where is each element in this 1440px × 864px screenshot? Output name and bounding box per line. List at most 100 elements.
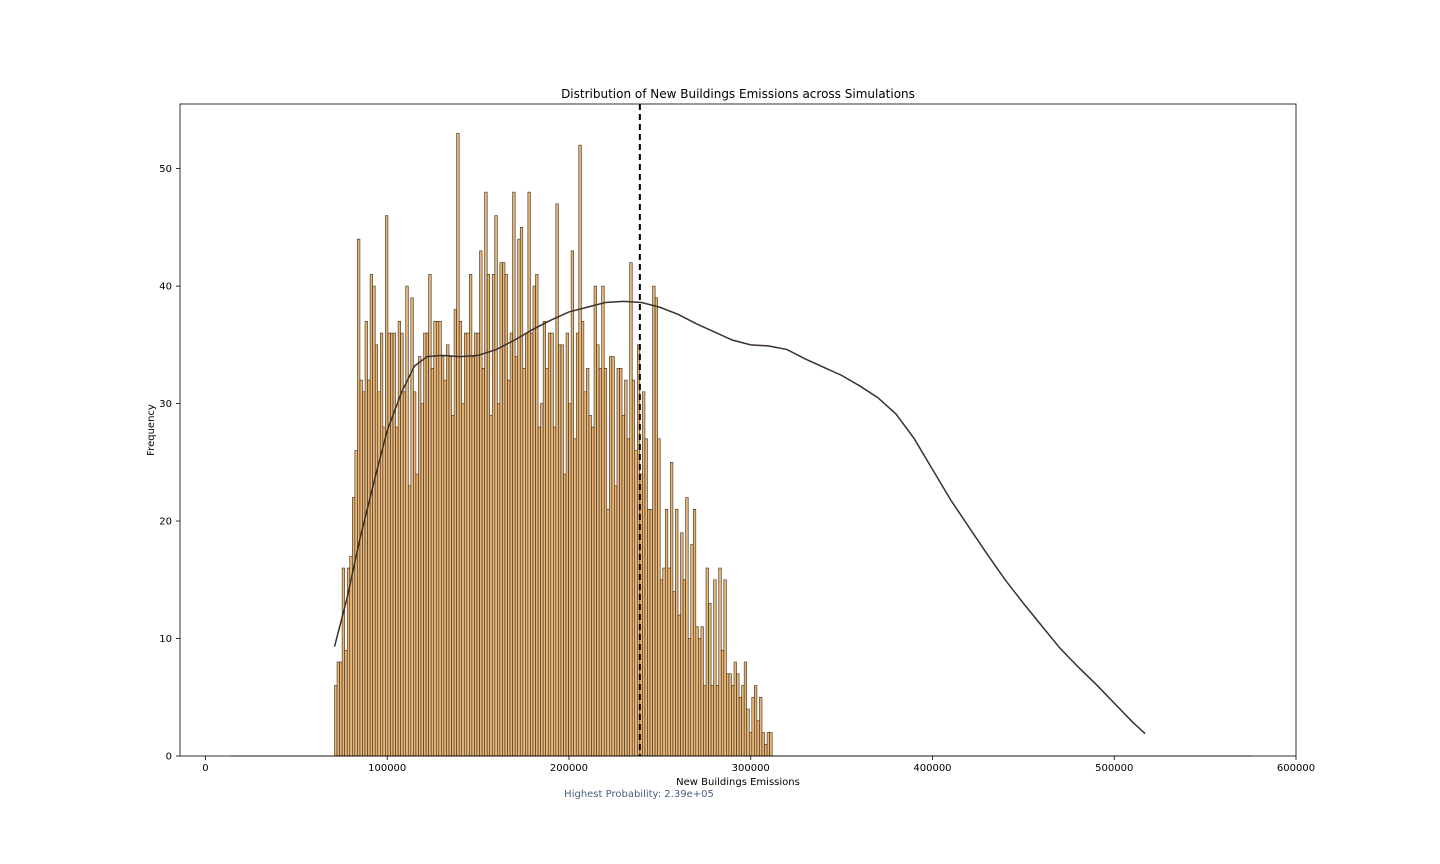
histogram-bar bbox=[649, 508, 653, 757]
histogram-bar bbox=[364, 321, 368, 757]
histogram-bar bbox=[642, 391, 646, 757]
histogram-bar bbox=[379, 332, 384, 757]
histogram-bar bbox=[367, 379, 371, 757]
histogram-bar bbox=[588, 415, 592, 757]
histogram-bar bbox=[339, 661, 343, 757]
x-tick-label: 500000 bbox=[1095, 763, 1133, 774]
histogram-bar bbox=[616, 368, 620, 757]
histogram-bar bbox=[756, 720, 760, 757]
histogram-bar bbox=[598, 368, 602, 757]
histogram-bar bbox=[512, 191, 516, 757]
histogram-bar bbox=[677, 614, 681, 757]
histogram-bar bbox=[703, 685, 707, 757]
histogram-bar bbox=[736, 673, 740, 757]
histogram-bar bbox=[731, 685, 735, 757]
histogram-bar bbox=[606, 508, 610, 757]
histogram-bar bbox=[626, 438, 630, 757]
histogram-bar bbox=[484, 191, 488, 757]
histogram-bar bbox=[759, 696, 763, 757]
histogram-bar bbox=[369, 274, 373, 757]
histogram-bar bbox=[474, 332, 478, 757]
histogram-bar bbox=[738, 696, 742, 757]
histogram-bar bbox=[746, 708, 750, 757]
histogram-bar bbox=[764, 743, 768, 757]
histogram-bar bbox=[519, 227, 524, 757]
y-tick-label: 50 bbox=[159, 164, 172, 175]
histogram-bar bbox=[550, 332, 554, 757]
histogram-bar bbox=[560, 344, 564, 757]
histogram-bar bbox=[680, 532, 684, 757]
histogram-bar bbox=[514, 356, 519, 757]
x-axis-label: New Buildings Emissions bbox=[676, 777, 800, 788]
histogram-bar bbox=[443, 379, 447, 757]
histogram-bar bbox=[654, 297, 658, 757]
histogram-bar bbox=[728, 673, 732, 757]
y-tick-label: 10 bbox=[159, 634, 172, 645]
x-tick-label: 200000 bbox=[550, 763, 588, 774]
histogram-bar bbox=[395, 426, 399, 757]
histogram-bar bbox=[433, 321, 437, 757]
histogram-bar bbox=[486, 274, 491, 757]
histogram-bar bbox=[687, 638, 692, 757]
histogram-bar bbox=[715, 685, 720, 757]
histogram-bar bbox=[522, 368, 526, 757]
histogram-bar bbox=[591, 426, 595, 757]
y-tick-label: 40 bbox=[159, 282, 172, 293]
histogram-bar bbox=[530, 332, 534, 757]
histogram-bar bbox=[583, 391, 587, 757]
histogram-bar bbox=[509, 332, 513, 757]
histogram-bar bbox=[504, 274, 508, 757]
x-tick-label: 400000 bbox=[913, 763, 951, 774]
highest-probability-annotation: Highest Probability: 2.39e+05 bbox=[564, 789, 714, 800]
histogram-bar bbox=[418, 356, 422, 757]
histogram-bar bbox=[341, 567, 345, 757]
histogram-bar bbox=[542, 321, 546, 757]
histogram-bar bbox=[713, 579, 717, 757]
histogram-bar bbox=[662, 567, 666, 757]
histogram-bar bbox=[682, 579, 686, 757]
histogram-bar bbox=[718, 567, 722, 757]
histogram-bar bbox=[609, 356, 613, 757]
histogram-bar bbox=[670, 462, 674, 757]
histogram-bar bbox=[441, 356, 445, 757]
histogram-bar bbox=[705, 567, 709, 757]
histogram-bar bbox=[690, 544, 694, 757]
histogram-bar bbox=[456, 133, 460, 757]
histogram-bar bbox=[614, 485, 618, 757]
histogram-bar bbox=[553, 426, 557, 757]
histogram-bar bbox=[507, 379, 511, 757]
histogram-bar bbox=[573, 438, 577, 757]
histogram-bar bbox=[720, 649, 725, 757]
histogram-bar bbox=[672, 591, 676, 757]
histogram-bar bbox=[344, 649, 348, 757]
histogram-bar bbox=[400, 332, 404, 757]
histogram-bar bbox=[410, 297, 414, 757]
histogram-bar bbox=[581, 321, 585, 757]
histogram-bar bbox=[540, 403, 544, 757]
histogram-bar bbox=[723, 579, 727, 757]
histogram-bar bbox=[659, 579, 664, 757]
histogram-bar bbox=[458, 321, 463, 757]
histogram-bar bbox=[695, 626, 699, 757]
y-tick-label: 30 bbox=[159, 399, 172, 410]
histogram-bar bbox=[446, 344, 450, 757]
histogram-bar bbox=[425, 332, 429, 757]
histogram-bar bbox=[754, 685, 758, 757]
histogram-bar bbox=[336, 661, 340, 757]
histogram-bar bbox=[362, 391, 366, 757]
histogram-bar bbox=[568, 403, 572, 757]
histogram-bar bbox=[428, 274, 432, 757]
histogram-bar bbox=[708, 602, 712, 757]
histogram-bar bbox=[578, 144, 582, 757]
histogram-bar bbox=[430, 368, 435, 757]
histogram-bar bbox=[748, 732, 753, 757]
histogram-bar bbox=[700, 626, 704, 757]
histogram-bar bbox=[334, 685, 338, 757]
histogram-bar bbox=[481, 368, 485, 757]
histogram-bar bbox=[692, 508, 697, 757]
histogram-bar bbox=[382, 426, 386, 757]
histogram-bar bbox=[387, 332, 391, 757]
histogram-bar bbox=[453, 309, 457, 757]
histogram-bar bbox=[629, 262, 633, 757]
